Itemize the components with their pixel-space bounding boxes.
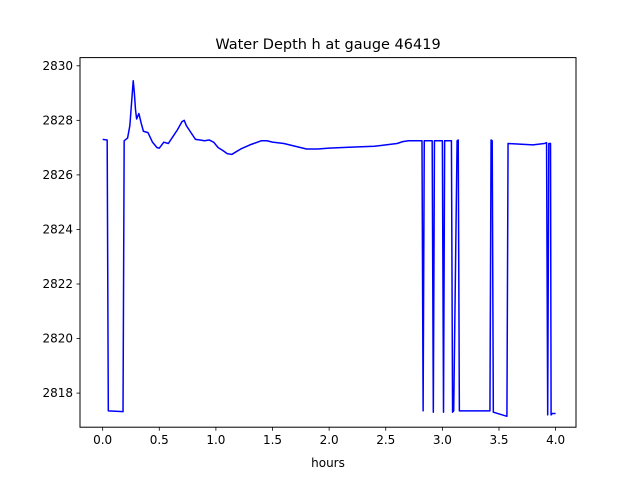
y-tick-label: 2818 <box>42 386 73 400</box>
y-tick-label: 2820 <box>42 332 73 346</box>
x-tick-label: 3.5 <box>489 433 508 447</box>
plot-area <box>102 80 556 418</box>
x-axis: 0.0 0.5 1.0 1.5 2.0 2.5 3.0 3.5 4.0 <box>93 427 565 447</box>
x-tick-label: 0.0 <box>93 433 112 447</box>
y-tick-label: 2822 <box>42 277 73 291</box>
y-tick-label: 2828 <box>42 113 73 127</box>
x-tick-label: 1.5 <box>263 433 282 447</box>
y-tick-label: 2830 <box>42 59 73 73</box>
axes-frame <box>79 57 577 428</box>
y-axis: 2818 2820 2822 2824 2826 2828 2830 <box>42 59 80 400</box>
x-tick-label: 4.0 <box>546 433 565 447</box>
x-tick-label: 2.5 <box>376 433 395 447</box>
x-tick-label: 2.0 <box>320 433 339 447</box>
y-tick-label: 2824 <box>42 222 73 236</box>
x-axis-label: hours <box>311 456 345 470</box>
x-tick-label: 1.0 <box>206 433 225 447</box>
x-tick-label: 0.5 <box>150 433 169 447</box>
series-line <box>102 80 556 418</box>
y-tick-label: 2826 <box>42 168 73 182</box>
x-tick-label: 3.0 <box>433 433 452 447</box>
chart-title: Water Depth h at gauge 46419 <box>215 37 440 53</box>
